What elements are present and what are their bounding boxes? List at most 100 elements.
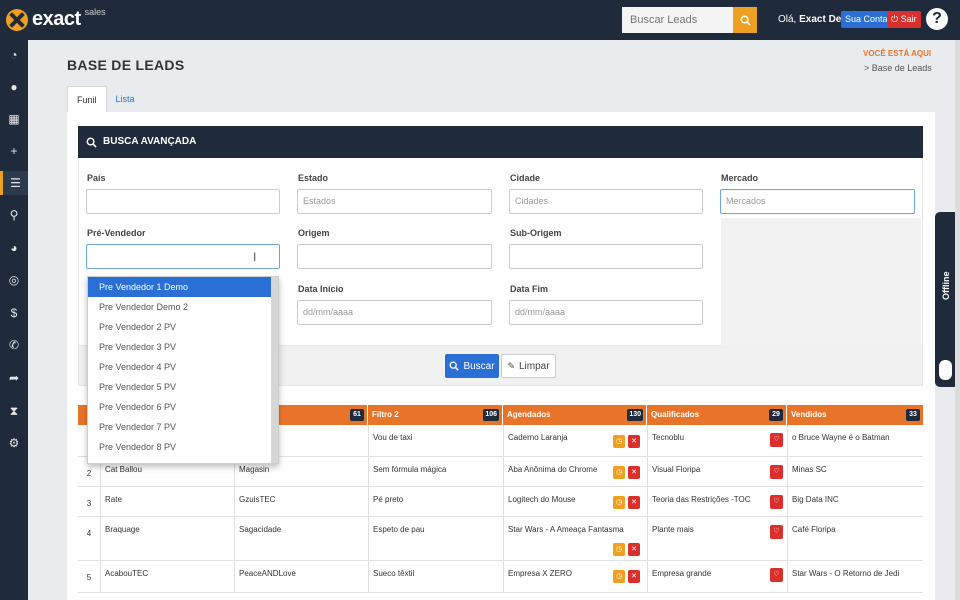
dropdown-option[interactable]: Pre Vendedor 6 PV [99, 402, 177, 412]
offline-chat-tab[interactable] [935, 212, 955, 387]
dropdown-scrollbar[interactable] [271, 277, 278, 463]
close-icon[interactable]: ✕ [628, 496, 640, 509]
thumbs-icon[interactable]: ♡ [770, 495, 783, 509]
pais-field[interactable] [86, 189, 280, 214]
dropdown-option[interactable]: Pre Vendedor 8 PV [99, 442, 177, 452]
funnel-column-label: Agendados [507, 410, 551, 419]
lead-cell[interactable]: PeaceANDLove [234, 561, 368, 592]
lead-cell[interactable]: Star Wars - O Retorno de Jedi [787, 561, 923, 592]
thumbs-icon[interactable]: ♡ [770, 465, 783, 479]
thumbs-icon[interactable]: ♡ [770, 433, 783, 447]
limpar-button[interactable]: ✎ Limpar [501, 354, 556, 378]
lead-cell[interactable]: Minas SC [787, 457, 923, 486]
lead-cell[interactable]: Big Data INC [787, 487, 923, 516]
clock-icon[interactable]: ◷ [613, 570, 625, 583]
lead-cell[interactable]: Vou de taxi [368, 425, 503, 456]
prevendedor-select[interactable]: I [86, 244, 280, 269]
lead-cell[interactable]: Plante mais [647, 517, 787, 560]
breadcrumb[interactable]: > Base de Leads [864, 63, 932, 73]
search-input[interactable] [622, 7, 733, 33]
lead-cell[interactable]: Aba Anônima do Chrome [503, 457, 647, 486]
sidebar-item-pin[interactable]: ⚲ [0, 203, 28, 227]
lead-cell[interactable]: Rate [100, 487, 234, 516]
dropdown-option[interactable]: Pre Vendedor 7 PV [99, 422, 177, 432]
sidebar-item-calendar[interactable]: ▦ [0, 107, 28, 131]
dropdown-option[interactable]: Pre Vendedor 1 Demo [88, 277, 272, 297]
dropdown-option[interactable]: Pre Vendedor 2 PV [99, 322, 177, 332]
lead-cell[interactable]: Empresa grande [647, 561, 787, 592]
dashboard-icon: ◔ [10, 48, 18, 62]
lead-cell[interactable]: Visual Floripa [647, 457, 787, 486]
data-inicio-field[interactable]: dd/mm/aaaa [297, 300, 492, 325]
estado-field[interactable]: Estados [297, 189, 492, 214]
share-icon: ➦ [8, 371, 20, 385]
lead-cell[interactable]: Magasin [234, 457, 368, 486]
dropdown-option[interactable]: Pre Vendedor 4 PV [99, 362, 177, 372]
row-number: 5 [86, 573, 92, 582]
lead-cell[interactable]: Cat Ballou [100, 457, 234, 486]
close-icon[interactable]: ✕ [628, 466, 640, 479]
dropdown-option[interactable]: Pre Vendedor Demo 2 [99, 302, 189, 312]
thumbs-icon[interactable]: ♡ [770, 525, 783, 539]
tab-funil[interactable]: Funil [67, 86, 107, 112]
lead-cell[interactable]: Empresa X ZERO [503, 561, 647, 592]
close-icon[interactable]: ✕ [628, 570, 640, 583]
clock-icon[interactable]: ◷ [613, 543, 625, 556]
clock-icon[interactable]: ◷ [613, 435, 625, 448]
logo[interactable]: exact sales [6, 7, 106, 31]
account-button[interactable]: Sua Conta [841, 11, 892, 28]
sidebar-item-goals[interactable]: ◎ [0, 268, 28, 292]
sidebar-item-leads[interactable]: ☰ [0, 171, 28, 195]
lead-cell[interactable]: Teoria das Restrições -TOC [647, 487, 787, 516]
lead-cell[interactable]: Sem fórmula mágica [368, 457, 503, 486]
funnel-count-badge: 33 [906, 409, 920, 421]
dropdown-option[interactable]: Pre Vendedor 5 PV [99, 382, 177, 392]
origem-label: Origem [298, 228, 330, 238]
lead-cell[interactable]: Caderno Laranja [503, 425, 647, 456]
sidebar-item-sales[interactable]: $ [0, 301, 28, 325]
lead-cell[interactable]: Star Wars - A Ameaça Fantasma [503, 517, 647, 560]
sidebar-item-settings[interactable]: ⚙ [0, 431, 28, 455]
lead-cell[interactable]: Pé preto [368, 487, 503, 516]
logout-button[interactable]: ⏻ Sair [887, 11, 921, 28]
suborigem-field[interactable] [509, 244, 703, 269]
lead-cell[interactable]: o Bruce Wayne é o Batman [787, 425, 923, 456]
clock-icon[interactable]: ◷ [613, 496, 625, 509]
lead-cell[interactable]: GzuisTEC [234, 487, 368, 516]
lead-cell[interactable]: Sagacidade [234, 517, 368, 560]
sidebar-item-reports[interactable]: ◕ [0, 236, 28, 260]
sidebar-item-calls[interactable]: ✆ [0, 333, 28, 357]
eraser-icon: ✎ [507, 360, 515, 371]
sidebar-item-dashboard[interactable]: ◔ [0, 43, 28, 67]
page-scrollbar[interactable] [955, 40, 960, 600]
tab-lista[interactable]: Lista [115, 94, 135, 104]
close-icon[interactable]: ✕ [628, 435, 640, 448]
thumbs-icon[interactable]: ♡ [770, 568, 783, 582]
dropdown-option[interactable]: Pre Vendedor 3 PV [99, 342, 177, 352]
lead-cell[interactable]: Tecnoblu [647, 425, 787, 456]
funnel-count-badge: 106 [483, 409, 499, 421]
sidebar-item-user[interactable]: ● [0, 75, 28, 99]
mercado-field[interactable]: Mercados [720, 189, 915, 214]
lead-cell[interactable]: Espeto de pau [368, 517, 503, 560]
sidebar-item-history[interactable]: ⧗ [0, 399, 28, 423]
data-fim-field[interactable]: dd/mm/aaaa [509, 300, 703, 325]
origem-field[interactable] [297, 244, 492, 269]
lead-cell[interactable]: Logitech do Mouse [503, 487, 647, 516]
chat-toggle-icon[interactable] [939, 360, 952, 380]
cidade-field[interactable]: Cidades [509, 189, 703, 214]
lead-cell[interactable]: AcabouTEC [100, 561, 234, 592]
sidebar-item-add[interactable]: + [0, 139, 28, 163]
search-button[interactable] [733, 7, 757, 33]
close-icon[interactable]: ✕ [628, 543, 640, 556]
help-button[interactable]: ? [926, 8, 948, 30]
sidebar-item-share[interactable]: ➦ [0, 366, 28, 390]
lead-cell[interactable]: Sueco têxtil [368, 561, 503, 592]
funnel-rows: Vou de taxi Caderno Laranja ◷ ✕ Tecnoblu… [78, 425, 923, 600]
lead-cell[interactable]: Braquage [100, 517, 234, 560]
table-row: 4 Braquage Sagacidade Espeto de pau Star… [78, 517, 923, 561]
advanced-search-header: BUSCA AVANÇADA [78, 126, 923, 158]
buscar-button[interactable]: Buscar [445, 354, 499, 378]
lead-cell[interactable]: Café Floripa [787, 517, 923, 560]
clock-icon[interactable]: ◷ [613, 466, 625, 479]
